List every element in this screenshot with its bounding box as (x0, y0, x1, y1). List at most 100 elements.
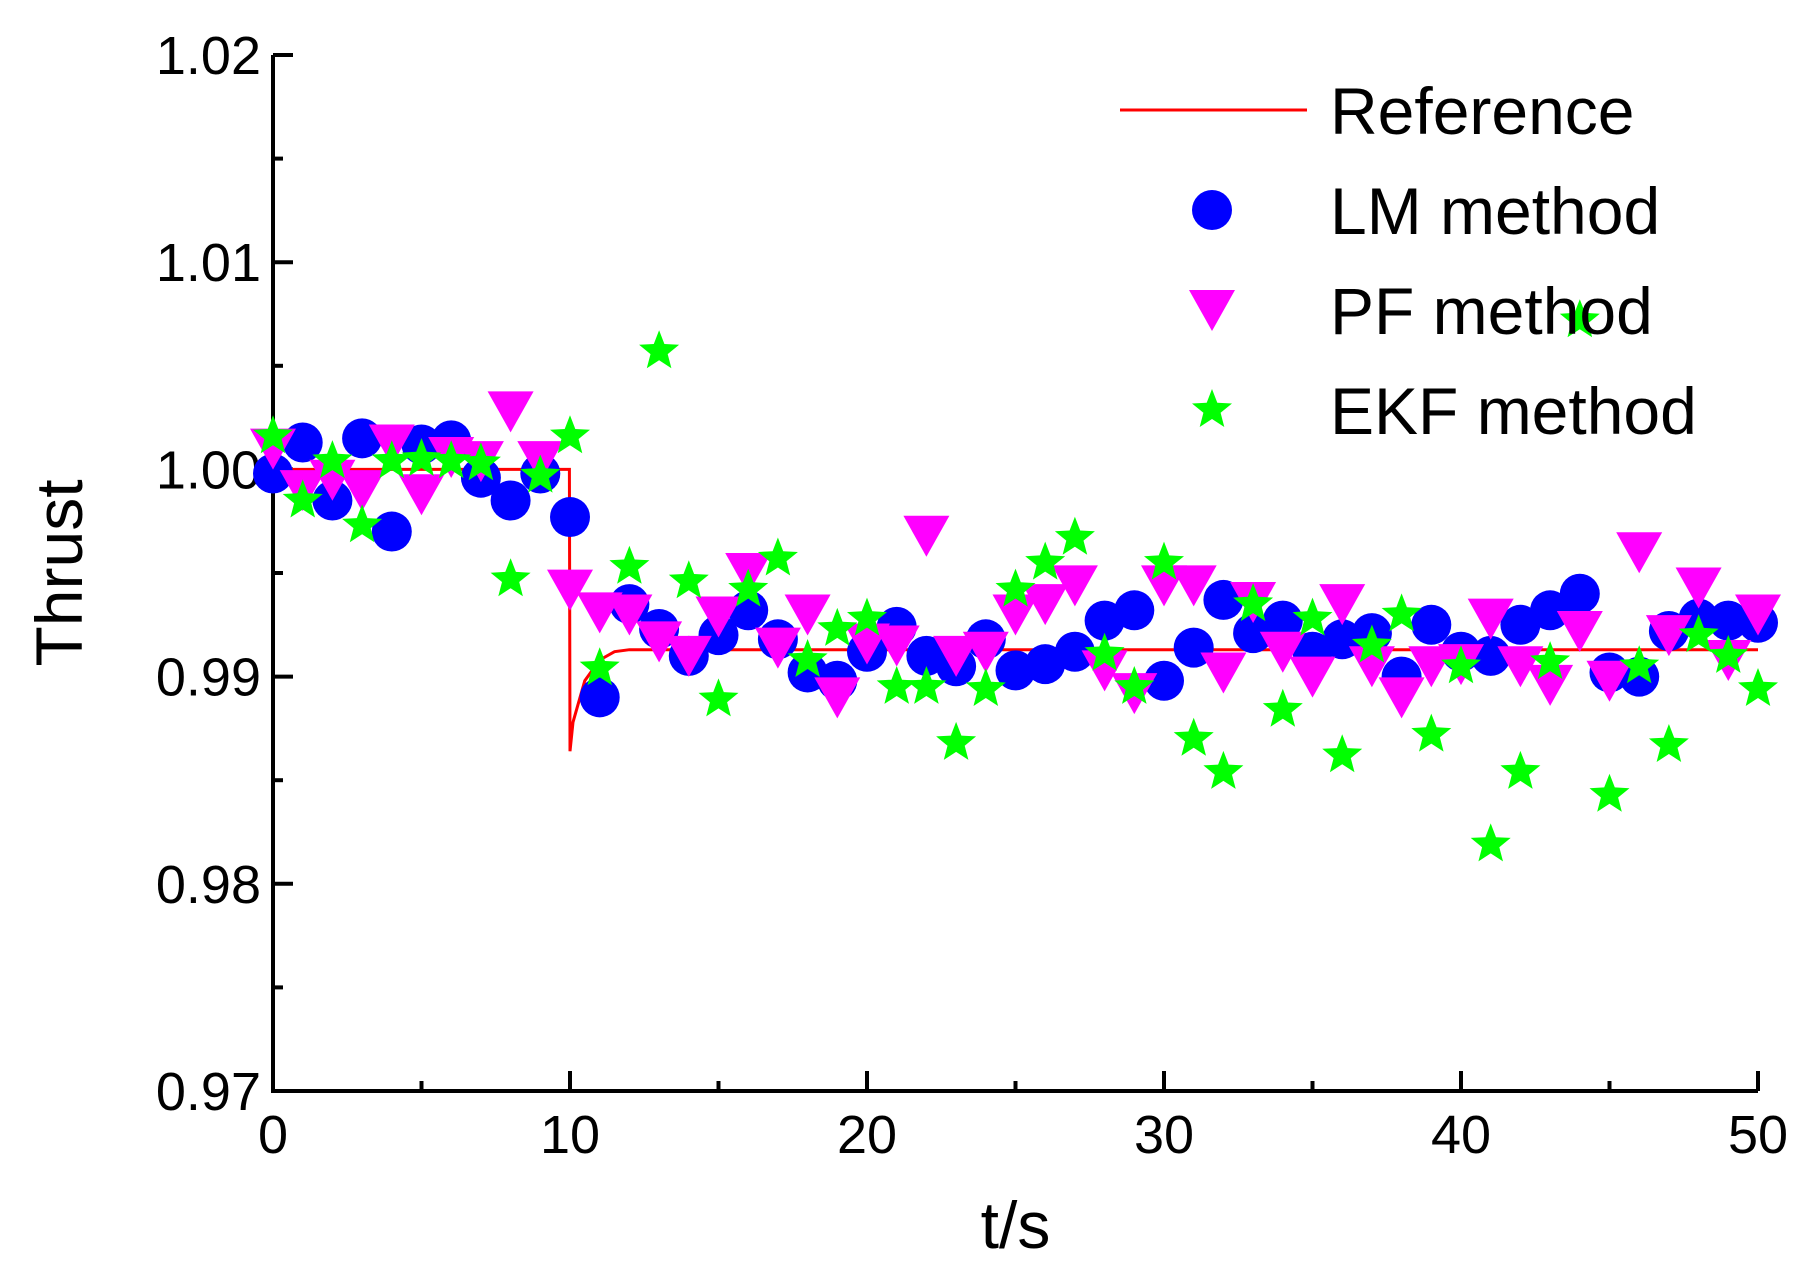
ekf-point (1411, 713, 1452, 752)
y-tick-label: 1.00 (156, 440, 261, 500)
pf-point (903, 515, 950, 557)
pf-point (1467, 598, 1514, 640)
ekf-point (1619, 645, 1660, 684)
ekf-point (876, 666, 917, 704)
pf-point (1527, 664, 1574, 706)
x-tick-label: 50 (1728, 1105, 1788, 1165)
lm-point (1708, 600, 1749, 641)
ekf-point (1648, 724, 1689, 762)
lm-point (1530, 590, 1571, 631)
pf-point (1378, 677, 1425, 719)
lm-point (253, 453, 293, 494)
pf-point (1289, 656, 1336, 698)
y-axis-title: Thrust (22, 479, 96, 666)
ekf-point (579, 647, 620, 686)
pf-point (754, 627, 801, 669)
ekf-point (817, 607, 858, 646)
ekf-point (1322, 734, 1363, 773)
x-tick-label: 20 (837, 1105, 897, 1165)
pf-point (1586, 660, 1633, 702)
pf-point (606, 594, 653, 636)
lm-point (995, 650, 1036, 691)
ekf-point (520, 454, 561, 493)
ekf-point (1351, 624, 1392, 663)
pf-point (339, 470, 386, 512)
lm-point (1500, 604, 1541, 645)
lm-point (1114, 590, 1155, 631)
reference-series (273, 467, 1758, 752)
ekf-point (1441, 645, 1481, 684)
ekf-point (1084, 632, 1125, 671)
pf-point (1081, 650, 1128, 692)
pf-point (250, 428, 296, 470)
ekf-point (995, 568, 1036, 607)
pf-point (398, 474, 445, 516)
ekf-point (1292, 597, 1333, 636)
pf-point (665, 635, 712, 677)
lm-point (342, 418, 383, 459)
ekf-point (1233, 583, 1274, 622)
y-tick-label: 1.02 (156, 26, 261, 86)
pf-point (1735, 594, 1781, 636)
pf-point (487, 391, 534, 433)
ekf-point (1381, 593, 1422, 632)
pf-point (1259, 631, 1306, 673)
ekf-point (1678, 614, 1719, 653)
pf-point (1556, 611, 1603, 653)
ekf-point (787, 639, 828, 677)
legend-label: PF method (1330, 274, 1653, 348)
ekf-point (639, 330, 680, 369)
legend-lm-swatch (1192, 190, 1232, 230)
legend-label: Reference (1330, 74, 1635, 148)
ekf-point (431, 440, 472, 479)
ekf-point (936, 721, 977, 760)
pf-point (1319, 584, 1366, 626)
y-tick-label: 1.01 (156, 233, 261, 293)
ekf-point (1500, 750, 1541, 789)
pf-point (1141, 565, 1187, 607)
ekf-point (460, 442, 501, 481)
pf-point (1170, 565, 1217, 607)
ekf-point (1708, 634, 1749, 673)
ekf-point (401, 438, 442, 476)
ekf-point (757, 537, 798, 576)
x-axis-title: t/s (981, 1188, 1051, 1262)
lm-point (579, 677, 620, 718)
legend-label: EKF method (1330, 374, 1697, 448)
reference-line (273, 467, 1758, 752)
pf-point (1645, 615, 1692, 657)
pf-point (962, 631, 1009, 673)
pf-point (309, 459, 356, 501)
ekf-point (1470, 823, 1511, 862)
pf-point (784, 594, 831, 636)
ekf-point (698, 678, 739, 717)
ekf-point (1203, 750, 1244, 789)
lm-point (1559, 573, 1600, 614)
pf-point (873, 625, 920, 667)
axes: 0.97 0.98 0.99 1.00 1.01 1.02 0 10 20 30 40 50 (156, 26, 1788, 1165)
pf-point (1616, 532, 1663, 574)
ekf-point (282, 479, 323, 518)
x-tick-label: 30 (1134, 1105, 1194, 1165)
x-tick-label: 10 (540, 1105, 600, 1165)
pf-point (547, 569, 593, 611)
pf-point (1408, 646, 1455, 688)
x-tick-label: 40 (1431, 1105, 1491, 1165)
lm-point (1203, 579, 1244, 620)
pf-point (1348, 646, 1395, 688)
ekf-point (1114, 666, 1155, 704)
lm-point (1144, 660, 1184, 701)
y-tick-label: 0.98 (156, 855, 261, 915)
ekf-point (490, 558, 531, 597)
ekf-point (342, 504, 383, 543)
lm-point (550, 497, 590, 538)
ekf-point (1530, 641, 1571, 680)
lm-point (371, 511, 412, 552)
pf-point (1051, 565, 1098, 607)
ekf-point (847, 597, 887, 636)
ekf-point (312, 440, 353, 479)
lm-point (1054, 631, 1095, 672)
legend-pf-swatch (1189, 290, 1235, 331)
ekf-point (1173, 717, 1214, 756)
